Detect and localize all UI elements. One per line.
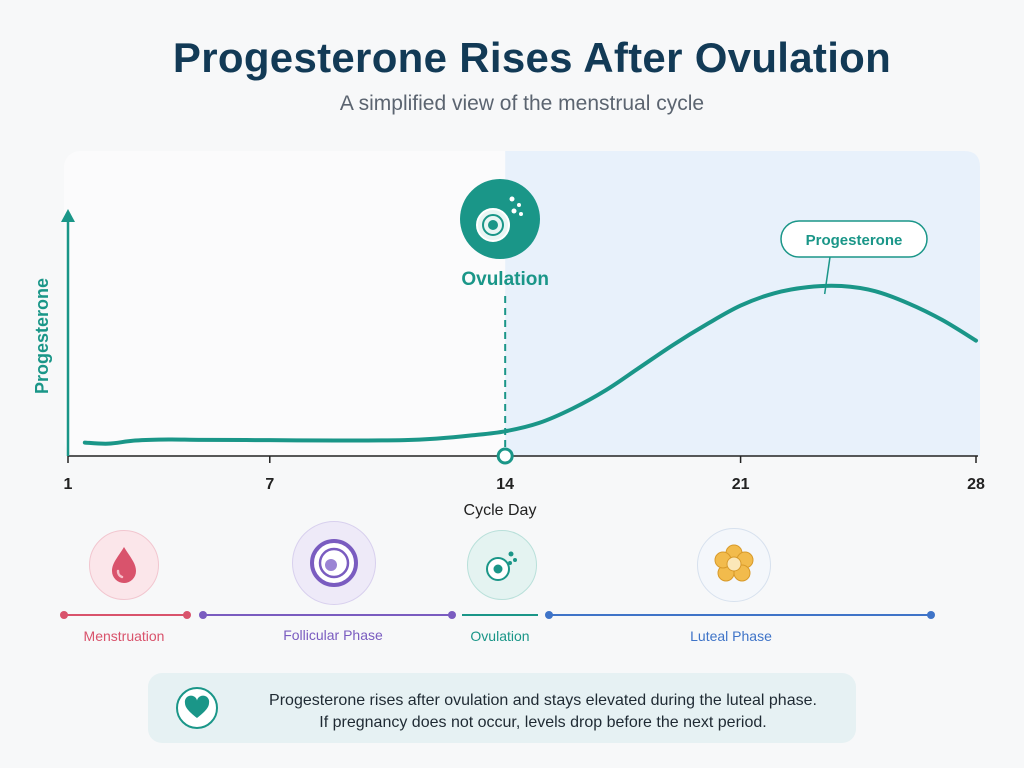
follicular-phase-bar	[199, 611, 456, 619]
follicular-phase-icon	[292, 521, 376, 605]
x-tick-label: 28	[967, 476, 985, 493]
page-subtitle: A simplified view of the menstrual cycle	[339, 92, 705, 115]
note-line-1: Progesterone rises after ovulation and s…	[269, 692, 817, 709]
progesterone-callout-box	[780, 220, 928, 258]
x-axis-label: Cycle Day	[464, 502, 537, 519]
progesterone-chart: Progesterone 1 7 14 21 28 Cycle Day Ovulatio…	[32, 151, 985, 519]
luteal-phase-bar	[545, 611, 935, 619]
note-line-2: If pregnancy does not occur, levels drop…	[319, 714, 767, 731]
phase-label-menstruation: Menstruation	[83, 628, 165, 644]
x-tick-label: 14	[496, 476, 514, 493]
heart-icon-badge	[176, 687, 218, 729]
egg-icon	[460, 179, 540, 259]
corpus-luteum-icon	[714, 544, 754, 582]
series-line-progesterone	[82, 283, 978, 446]
blood-drop-icon	[112, 547, 136, 583]
y-axis-label: Progesterone	[32, 278, 52, 394]
page-title: Progesterone Rises After Ovulation	[172, 34, 892, 81]
x-tick-label: 21	[732, 476, 750, 493]
phase-label-ovulation: Ovulation	[470, 628, 530, 644]
x-tick-label: 7	[265, 476, 274, 493]
menstruation-bar	[60, 611, 191, 619]
progesterone-callout-label: Progesterone	[806, 232, 903, 249]
x-tick-label: 1	[64, 476, 73, 493]
heart-icon	[184, 695, 210, 718]
phase-label-luteal: Luteal Phase	[690, 628, 772, 644]
ovulation-label: Ovulation	[461, 269, 549, 290]
note-text: Progesterone rises after ovulation and s…	[248, 690, 838, 734]
x-ticks: 1 7 14 21 28	[64, 456, 985, 493]
ovulation-phase-icon	[467, 530, 537, 600]
info-note: Progesterone rises after ovulation and s…	[148, 673, 856, 743]
egg-small-icon	[486, 551, 517, 581]
follicle-icon	[310, 539, 358, 587]
y-axis-arrow-icon	[61, 209, 75, 222]
progesterone-callout-leader	[823, 256, 831, 295]
ovulation-axis-marker	[496, 447, 514, 465]
menstruation-phase-icon	[89, 530, 159, 600]
phase-timeline	[60, 611, 935, 619]
luteal-phase-icon	[697, 528, 771, 602]
phase-label-follicular: Follicular Phase	[283, 627, 383, 643]
